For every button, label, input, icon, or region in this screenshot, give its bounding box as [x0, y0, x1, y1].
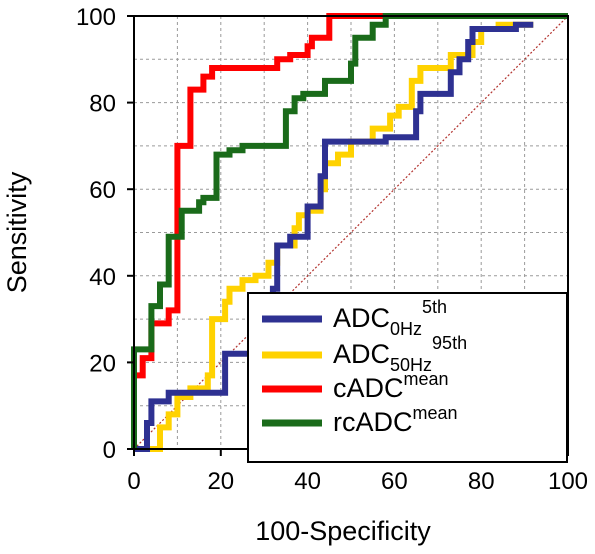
series-line-rcADCmean — [131, 13, 568, 449]
axis-ticks: 0 20 40 60 80 100 0 20 40 60 80 100 — [76, 4, 588, 495]
x-tick-label: 20 — [207, 468, 234, 495]
series-line-ADC50Hz95th — [134, 21, 534, 452]
legend-label-superscript: mean — [413, 403, 458, 423]
legend-label-subscript: 0Hz — [390, 319, 422, 339]
legend-label-rcADCmean: rcADCmean — [333, 403, 458, 437]
legend-label-cADCmean: cADCmean — [333, 369, 449, 403]
legend-label-subscript: 50Hz — [390, 355, 432, 375]
series-line-ADC0Hz5th — [134, 21, 534, 452]
y-tick-label: 40 — [89, 264, 116, 291]
legend-label-ADC50Hz95th: ADC50Hz95th — [333, 333, 467, 375]
y-tick-label: 100 — [76, 4, 116, 31]
legend-label-superscript: 95th — [432, 333, 467, 353]
legend-label-base: rcADC — [333, 407, 413, 437]
x-tick-label: 0 — [127, 468, 140, 495]
legend-label-base: ADC — [333, 339, 390, 369]
x-tick-label: 80 — [468, 468, 495, 495]
legend-label-base: cADC — [333, 373, 404, 403]
y-tick-label: 20 — [89, 350, 116, 377]
y-tick-label: 0 — [103, 437, 116, 464]
legend-label-superscript: mean — [404, 369, 449, 389]
x-tick-label: 60 — [381, 468, 408, 495]
y-tick-label: 60 — [89, 177, 116, 204]
roc-curves — [131, 13, 568, 452]
y-axis-title: Sensitivity — [2, 171, 32, 293]
legend-label-superscript: 5th — [422, 297, 447, 317]
x-tick-label: 40 — [294, 468, 321, 495]
y-tick-label: 80 — [89, 91, 116, 118]
legend-label-ADC0Hz5th: ADC0Hz5th — [333, 297, 447, 339]
x-tick-label: 100 — [548, 468, 588, 495]
x-axis-title: 100-Specificity — [255, 516, 431, 546]
legend-label-base: ADC — [333, 303, 390, 333]
